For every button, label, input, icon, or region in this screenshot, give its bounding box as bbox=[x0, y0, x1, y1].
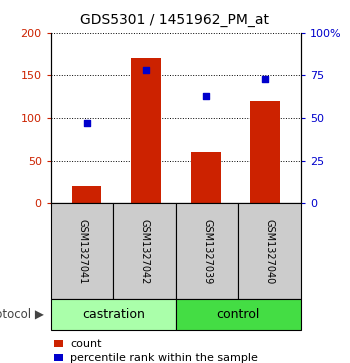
Bar bbox=[191, 152, 220, 203]
Point bbox=[84, 120, 89, 126]
Text: GDS5301 / 1451962_PM_at: GDS5301 / 1451962_PM_at bbox=[80, 13, 270, 27]
Text: castration: castration bbox=[82, 309, 145, 321]
Text: percentile rank within the sample: percentile rank within the sample bbox=[70, 352, 258, 363]
Text: GSM1327039: GSM1327039 bbox=[202, 219, 212, 284]
Text: GSM1327041: GSM1327041 bbox=[77, 219, 87, 284]
Text: protocol ▶: protocol ▶ bbox=[0, 309, 44, 321]
Text: GSM1327042: GSM1327042 bbox=[140, 219, 149, 284]
Text: count: count bbox=[70, 339, 101, 349]
Text: GSM1327040: GSM1327040 bbox=[265, 219, 275, 284]
Text: control: control bbox=[217, 309, 260, 321]
Bar bbox=[72, 186, 102, 203]
Point bbox=[203, 93, 209, 99]
Point bbox=[262, 76, 268, 82]
Point bbox=[143, 67, 149, 73]
Bar bbox=[250, 101, 280, 203]
Bar bbox=[131, 58, 161, 203]
